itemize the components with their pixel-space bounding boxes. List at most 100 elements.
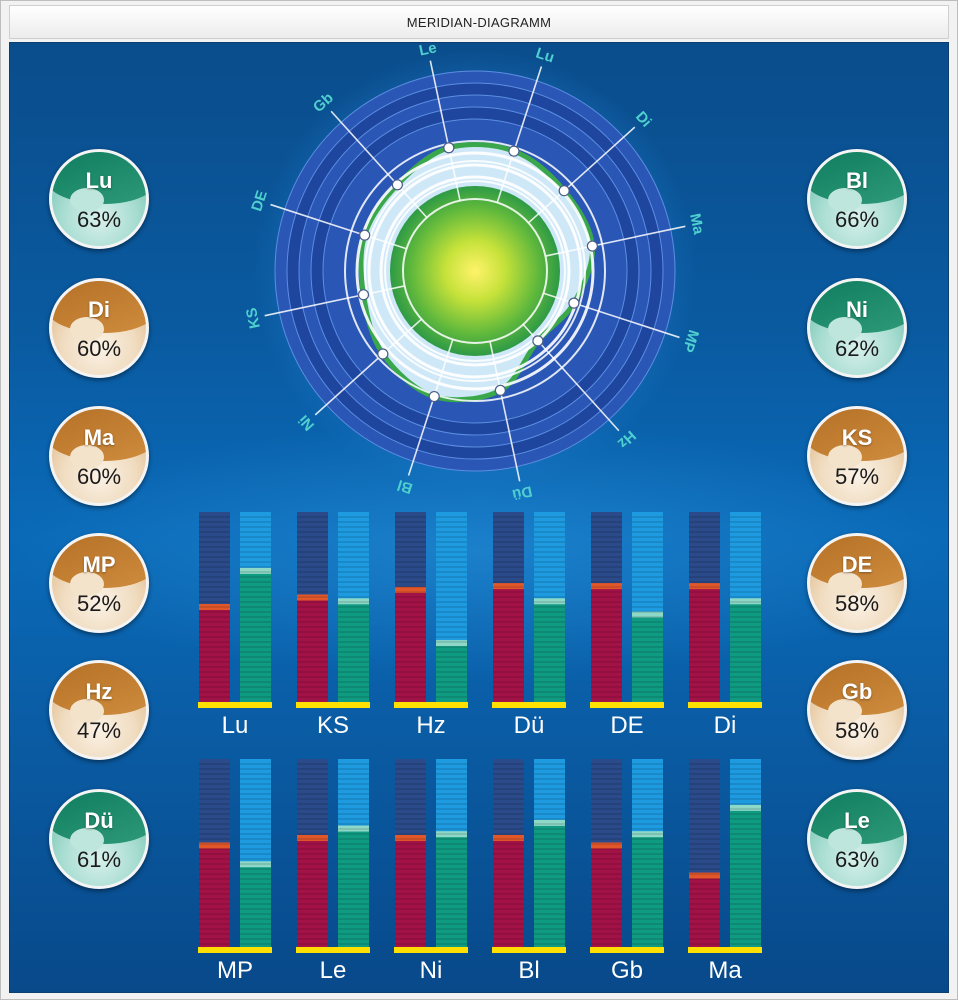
radar-spoke [496, 66, 543, 203]
bar-label-Bl: Bl [518, 957, 540, 984]
yin-dot [828, 445, 862, 469]
radar-point-MP [568, 297, 580, 309]
bar-left-Le [297, 837, 328, 947]
bar-baseline-Dü [492, 702, 566, 708]
badge-value: 66% [834, 207, 880, 232]
bar-marker-right-Gb [632, 831, 663, 838]
radar-spoke [527, 126, 636, 224]
bar-label-Di: Di [713, 712, 737, 739]
badge-value: 58% [834, 591, 880, 616]
bar-label-Le: Le [319, 957, 347, 984]
yin-dot [70, 828, 104, 852]
bar-left-Lu [199, 607, 230, 702]
bar-baseline-Di [688, 702, 762, 708]
bar-right-DE [632, 614, 663, 702]
bar-label-DE: DE [610, 712, 644, 739]
badge-le: Le 63% [807, 789, 907, 889]
badge-lu: Lu 63% [49, 149, 149, 249]
bar-right-Ni [436, 834, 467, 947]
badge-label: MP [82, 552, 116, 577]
radar-spoke [314, 318, 423, 416]
bar-marker-left-Dü [493, 583, 524, 590]
bar-right-Lu [240, 570, 271, 702]
bar-marker-right-Le [338, 825, 369, 832]
radar-point-Bl [428, 390, 440, 403]
bar-left-MP [199, 845, 230, 947]
radar-spoke [264, 285, 405, 317]
bar-label-Ni: Ni [419, 957, 443, 984]
bar-baseline-Ma [688, 947, 762, 953]
bar-baseline-Hz [394, 702, 468, 708]
yin-dot [828, 188, 862, 212]
radar-axis-label: DE [248, 188, 271, 213]
bar-left-Di [689, 586, 720, 702]
bar-marker-right-Lu [240, 567, 271, 574]
radar-grid-0 [344, 140, 606, 402]
bar-marker-left-Ni [395, 834, 426, 841]
yin-dot [70, 572, 104, 596]
radar-spoke [270, 203, 407, 250]
badge-value: 62% [834, 336, 880, 361]
badge-label: KS [841, 425, 873, 450]
bar-marker-left-Ma [689, 872, 720, 879]
bar-chart [198, 512, 762, 953]
badge-value: 60% [76, 336, 122, 361]
radar-axis-label: Bl [395, 476, 415, 497]
bar-marker-left-Bl [493, 834, 524, 841]
yin-dot [828, 572, 862, 596]
bar-marker-right-Hz [436, 640, 467, 647]
radar-point-Dü [494, 384, 506, 396]
bar-baseline-Gb [590, 947, 664, 953]
badge-label: Ni [846, 297, 868, 322]
badge-label: Ma [83, 425, 115, 450]
badge-bl: Bl 66% [807, 149, 907, 249]
bar-label-Ma: Ma [708, 957, 742, 984]
radar-axis-label: Lu [534, 45, 557, 67]
badge-label: Le [844, 808, 870, 833]
badge-label: Lu [85, 168, 113, 193]
radar-point-KS [357, 289, 370, 301]
radar-point-Ni [377, 348, 389, 360]
bar-left-Gb [591, 845, 622, 947]
badge-hz: Hz 47% [49, 660, 149, 760]
bar-right-KS [338, 601, 369, 702]
radar-axis-label: Le [418, 42, 439, 60]
bar-marker-right-Dü [534, 598, 565, 605]
radar-core [390, 186, 560, 356]
radar-axis-label: Ma [686, 212, 707, 237]
bar-marker-left-MP [199, 842, 230, 849]
badge-value: 63% [76, 207, 122, 232]
badge-label: Bl [846, 168, 868, 193]
bar-left-Hz [395, 589, 426, 702]
bar-marker-right-Ni [436, 831, 467, 838]
bar-marker-left-Di [689, 583, 720, 590]
bar-baseline-Le [296, 947, 370, 953]
badge-label: Dü [84, 808, 114, 833]
badge-du: Dü 61% [49, 789, 149, 889]
radar-point-Le [443, 142, 455, 154]
radar-axis-label: MP [679, 328, 702, 355]
bar-label-MP: MP [217, 957, 253, 984]
bar-marker-right-Bl [534, 819, 565, 826]
radar-spoke [543, 292, 680, 339]
yin-dot [70, 445, 104, 469]
bar-marker-right-DE [632, 611, 663, 618]
bar-left-Ma [689, 875, 720, 947]
badge-value: 63% [834, 847, 880, 872]
bar-right-Gb [632, 834, 663, 947]
bar-right-Le [338, 828, 369, 947]
yin-dot [70, 317, 104, 341]
badge-value: 61% [76, 847, 122, 872]
bar-left-Dü [493, 586, 524, 702]
radar-grid-3 [402, 198, 548, 344]
radar-spoke [330, 110, 428, 219]
radar-point-Di [558, 185, 570, 197]
window-title: MERIDIAN-DIAGRAMM [9, 5, 949, 39]
badge-value: 47% [76, 718, 122, 743]
badge-value: 57% [834, 464, 880, 489]
bar-marker-right-Ma [730, 804, 761, 811]
bar-left-DE [591, 586, 622, 702]
badge-ni: Ni 62% [807, 278, 907, 378]
badge-gb: Gb 58% [807, 660, 907, 760]
